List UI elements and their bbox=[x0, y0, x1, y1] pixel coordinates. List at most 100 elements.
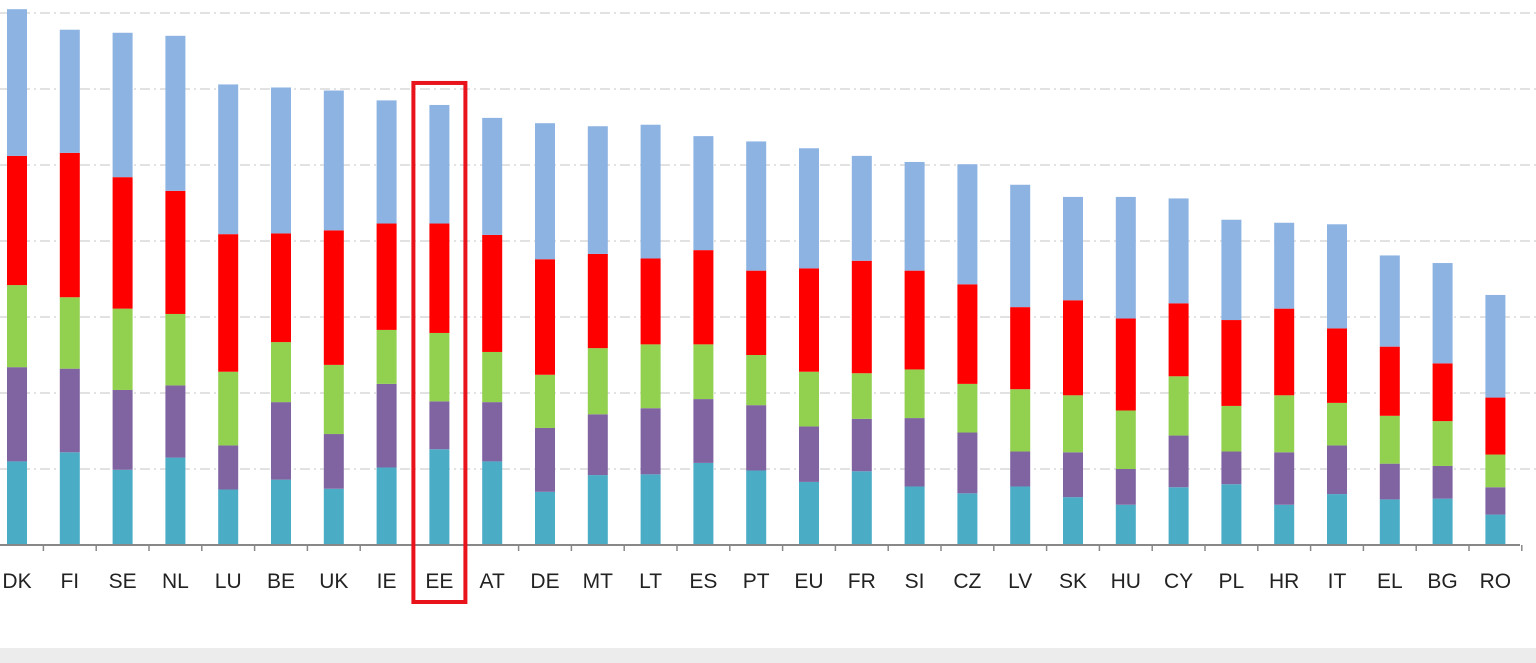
bar-segment-dk-3 bbox=[7, 285, 27, 368]
bar-segment-sk-3 bbox=[1063, 395, 1083, 453]
bar-segment-hu-2 bbox=[1115, 469, 1136, 505]
bar-segment-ee-5 bbox=[429, 104, 450, 224]
bar-segment-de-4 bbox=[535, 259, 555, 375]
bar-segment-at-4 bbox=[482, 234, 503, 352]
bar-segment-si-2 bbox=[904, 418, 925, 487]
bar-segment-fi-1 bbox=[59, 452, 80, 545]
bar-segment-be-2 bbox=[271, 402, 291, 480]
bar-segment-nl-4 bbox=[165, 190, 186, 314]
bar-segment-cy-1 bbox=[1168, 487, 1189, 545]
bar-segment-es-2 bbox=[693, 399, 714, 463]
bar-segment-nl-1 bbox=[165, 457, 186, 545]
bar-segment-eu-3 bbox=[799, 371, 819, 427]
bar-segment-ee-4 bbox=[429, 223, 450, 333]
bar-segment-fi-3 bbox=[59, 297, 80, 369]
bar-segment-si-5 bbox=[904, 161, 925, 271]
bar-segment-sk-4 bbox=[1063, 300, 1083, 396]
bar-segment-uk-5 bbox=[323, 90, 344, 231]
bar-segment-bg-2 bbox=[1432, 465, 1453, 499]
bar-segment-se-3 bbox=[112, 308, 133, 390]
x-tick-label-bg: BG bbox=[1427, 570, 1457, 593]
bar-segment-pl-2 bbox=[1221, 451, 1242, 485]
x-tick-label-nl: NL bbox=[162, 570, 189, 593]
bar-segment-hr-1 bbox=[1274, 504, 1295, 545]
x-tick-label-ie: IE bbox=[377, 570, 397, 593]
x-tick-label-ro: RO bbox=[1480, 570, 1512, 593]
bar-segment-hr-5 bbox=[1274, 222, 1295, 309]
x-tick-label-mt: MT bbox=[583, 570, 613, 593]
bar-segment-eu-4 bbox=[799, 268, 819, 372]
stacked-bar-chart: DK FI SE NL LU BE UK IE EE AT DE MT LT ES PT EU FR SI CZ LV… bbox=[0, 9, 1536, 604]
bar-segment-dk-5 bbox=[7, 9, 27, 156]
bar-segment-cy-2 bbox=[1168, 435, 1189, 488]
x-tick-label-si: SI bbox=[905, 570, 925, 593]
bar-segment-ro-1 bbox=[1485, 514, 1506, 545]
bar-segment-el-3 bbox=[1379, 415, 1400, 464]
x-axis bbox=[0, 544, 1523, 551]
bar-segment-eu-1 bbox=[799, 481, 819, 545]
bar-segment-mt-1 bbox=[587, 475, 608, 545]
bar-segment-ro-3 bbox=[1485, 454, 1506, 488]
x-tick-label-fr: FR bbox=[848, 570, 876, 593]
bar-segment-cz-2 bbox=[957, 432, 978, 494]
bar-segment-hr-4 bbox=[1274, 308, 1295, 396]
bar-segment-ro-4 bbox=[1485, 397, 1506, 455]
bar-segment-bg-5 bbox=[1432, 263, 1453, 364]
x-tick-label-it: IT bbox=[1328, 570, 1347, 593]
x-tick-label-dk: DK bbox=[2, 570, 31, 593]
highlight-box-ee bbox=[411, 80, 468, 604]
bar-segment-dk-2 bbox=[7, 367, 27, 462]
bar-segment-hu-4 bbox=[1115, 318, 1136, 411]
bar-segment-se-2 bbox=[112, 389, 133, 470]
bar-segment-dk-1 bbox=[7, 461, 27, 545]
bar-segment-hu-3 bbox=[1115, 410, 1136, 469]
x-tick-label-es: ES bbox=[689, 570, 717, 593]
x-tick-label-pl: PL bbox=[1219, 570, 1245, 593]
bar-segment-lt-5 bbox=[640, 124, 661, 259]
bar-segment-lu-3 bbox=[218, 371, 239, 446]
x-tick-label-hr: HR bbox=[1269, 570, 1299, 593]
x-tick-label-pt: PT bbox=[743, 570, 770, 593]
bar-segment-lu-5 bbox=[218, 84, 239, 235]
bar-segment-uk-3 bbox=[323, 364, 344, 435]
bar-segment-lu-1 bbox=[218, 489, 239, 545]
bar-segment-ro-2 bbox=[1485, 487, 1506, 515]
bar-segment-sk-5 bbox=[1063, 196, 1083, 301]
bar-segment-cy-5 bbox=[1168, 198, 1189, 304]
bar-segment-cz-1 bbox=[957, 493, 978, 545]
bar-segment-ie-2 bbox=[376, 383, 397, 468]
bar-segment-sk-1 bbox=[1063, 497, 1083, 545]
bar-segment-de-3 bbox=[535, 374, 555, 428]
bar-segment-se-1 bbox=[112, 469, 133, 545]
bar-segment-se-5 bbox=[112, 32, 133, 178]
bar-segment-at-5 bbox=[482, 117, 503, 235]
bar-segment-bg-3 bbox=[1432, 421, 1453, 466]
bar-segment-lu-4 bbox=[218, 234, 239, 372]
bar-segment-pl-5 bbox=[1221, 219, 1242, 321]
chart-canvas: DK FI SE NL LU BE UK IE EE AT DE MT LT ES PT EU FR SI CZ LV… bbox=[0, 9, 1536, 604]
bar-segment-it-4 bbox=[1327, 328, 1347, 403]
bar-segment-nl-5 bbox=[165, 35, 186, 191]
x-tick-label-cy: CY bbox=[1164, 570, 1193, 593]
bar-segment-it-1 bbox=[1327, 494, 1347, 545]
highlight bbox=[411, 80, 468, 604]
bar-segment-pt-2 bbox=[746, 405, 767, 471]
x-tick-label-el: EL bbox=[1377, 570, 1403, 593]
bar-segment-ro-5 bbox=[1485, 294, 1506, 398]
x-tick-label-de: DE bbox=[530, 570, 559, 593]
bar-segment-el-1 bbox=[1379, 499, 1400, 545]
x-tick-label-cz: CZ bbox=[953, 570, 981, 593]
x-tick-label-ee: EE bbox=[425, 570, 453, 593]
bar-segment-lv-5 bbox=[1010, 184, 1031, 308]
bar-segment-be-3 bbox=[271, 342, 291, 403]
bar-segment-pt-1 bbox=[746, 470, 767, 545]
x-tick-label-at: AT bbox=[480, 570, 505, 593]
bar-segment-fr-2 bbox=[851, 418, 872, 472]
bar-segment-mt-5 bbox=[587, 126, 608, 254]
bar-segment-lv-1 bbox=[1010, 486, 1031, 545]
bar-segment-el-2 bbox=[1379, 463, 1400, 500]
bar-segment-bg-1 bbox=[1432, 498, 1453, 545]
bar-segment-el-4 bbox=[1379, 346, 1400, 416]
bar-segment-se-4 bbox=[112, 177, 133, 309]
bar-segment-mt-4 bbox=[587, 253, 608, 349]
